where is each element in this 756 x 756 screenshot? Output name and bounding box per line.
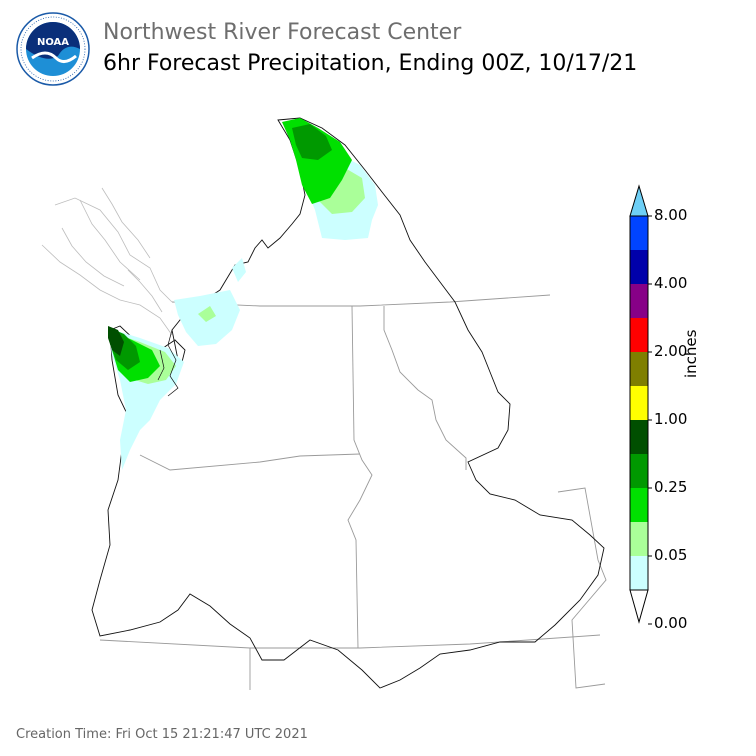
legend-bin xyxy=(630,284,648,318)
precip-0.01-0.05-fraser xyxy=(232,258,246,282)
idaho-montana-border xyxy=(383,306,467,470)
puget-sound xyxy=(157,329,179,397)
legend-tick-label: 0.25 xyxy=(654,478,688,496)
legend-bin xyxy=(630,250,648,284)
legend-tick-label: 0.00 xyxy=(654,614,688,632)
legend-tick-label: 0.05 xyxy=(654,546,688,564)
logo-sky xyxy=(26,22,80,59)
legend-bin xyxy=(630,318,648,352)
legend-bin-over xyxy=(629,184,649,217)
idaho-west-border xyxy=(347,305,373,649)
legend-bin xyxy=(630,522,648,556)
legend-tick-label: 4.00 xyxy=(654,274,688,292)
southern-border xyxy=(99,634,601,649)
precip-0.50-1.00-coast xyxy=(108,326,124,356)
legend-tick-label: 2.00 xyxy=(654,342,688,360)
logo-text: NOAA xyxy=(37,37,69,48)
state-boundaries xyxy=(99,294,607,690)
precip-0.25-0.50-north xyxy=(292,124,332,160)
legend-bin-under xyxy=(629,589,649,624)
legend-bin xyxy=(630,216,648,250)
precip-0.05-0.10-cascades xyxy=(198,306,216,322)
legend-bin xyxy=(630,488,648,522)
creation-time: Creation Time: Fri Oct 15 21:21:47 UTC 2… xyxy=(16,727,308,742)
legend-bin xyxy=(630,556,648,590)
legend-outline xyxy=(629,215,649,591)
legend-bin xyxy=(630,454,648,488)
bc-coastline xyxy=(41,187,173,336)
wyoming-border xyxy=(557,487,607,689)
legend-tick-label: 1.00 xyxy=(654,410,688,428)
page-subtitle: 6hr Forecast Precipitation, Ending 00Z, … xyxy=(103,51,638,76)
legend-tick-label: 8.00 xyxy=(654,206,688,224)
precip-contours xyxy=(108,118,378,470)
legend-colorbar xyxy=(629,184,652,625)
page-title: Northwest River Forecast Center xyxy=(103,20,462,45)
legend-bin xyxy=(630,352,648,386)
legend-bin xyxy=(630,420,648,454)
legend-bin xyxy=(630,386,648,420)
logo-ring-lettering xyxy=(20,16,86,82)
logo-bird xyxy=(31,51,77,63)
noaa-logo: NOAA xyxy=(16,12,90,86)
washington-oregon-border xyxy=(139,453,361,471)
